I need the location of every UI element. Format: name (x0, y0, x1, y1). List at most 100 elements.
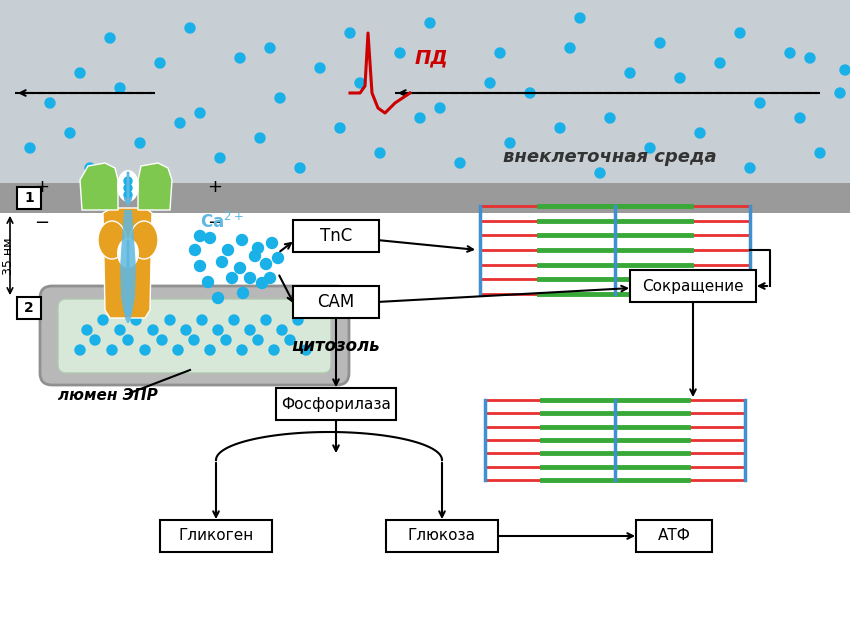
Circle shape (157, 335, 167, 345)
Circle shape (315, 63, 325, 73)
Circle shape (107, 345, 117, 355)
Circle shape (185, 23, 195, 33)
Text: ПД: ПД (415, 48, 449, 67)
Circle shape (695, 128, 705, 138)
Text: +: + (207, 178, 223, 196)
Circle shape (148, 325, 158, 335)
Circle shape (735, 28, 745, 38)
FancyBboxPatch shape (293, 286, 379, 318)
Circle shape (285, 335, 295, 345)
Circle shape (131, 315, 141, 325)
FancyBboxPatch shape (276, 388, 396, 420)
Circle shape (202, 276, 213, 288)
Circle shape (205, 345, 215, 355)
Text: люмен ЭПР: люмен ЭПР (58, 388, 158, 403)
Circle shape (213, 325, 223, 335)
Circle shape (75, 345, 85, 355)
Circle shape (715, 58, 725, 68)
Circle shape (785, 48, 795, 58)
FancyBboxPatch shape (636, 520, 712, 552)
Circle shape (255, 133, 265, 143)
Circle shape (505, 138, 515, 148)
Circle shape (135, 138, 145, 148)
Text: САМ: САМ (317, 293, 354, 311)
Circle shape (229, 315, 239, 325)
Circle shape (277, 325, 287, 335)
Circle shape (293, 315, 303, 325)
Text: цитозоль: цитозоль (292, 336, 380, 354)
Circle shape (265, 43, 275, 53)
Circle shape (565, 43, 575, 53)
Circle shape (595, 168, 605, 178)
Circle shape (395, 48, 405, 58)
Circle shape (124, 184, 132, 192)
Circle shape (105, 33, 115, 43)
Ellipse shape (117, 238, 139, 268)
Circle shape (485, 78, 495, 88)
Circle shape (237, 288, 248, 298)
Text: −: − (207, 214, 223, 232)
Circle shape (165, 315, 175, 325)
Text: Ca$^{2+}$: Ca$^{2+}$ (200, 212, 244, 232)
Circle shape (495, 48, 505, 58)
Circle shape (190, 244, 201, 256)
Polygon shape (80, 163, 118, 210)
Polygon shape (138, 163, 172, 210)
Polygon shape (103, 208, 152, 318)
Circle shape (525, 88, 535, 98)
Circle shape (435, 103, 445, 113)
Circle shape (226, 273, 237, 283)
Circle shape (85, 163, 95, 173)
Text: TnC: TnC (320, 227, 352, 245)
Ellipse shape (130, 221, 158, 259)
Circle shape (98, 315, 108, 325)
Circle shape (235, 53, 245, 63)
Text: Глюкоза: Глюкоза (408, 529, 476, 543)
Circle shape (65, 128, 75, 138)
Circle shape (575, 13, 585, 23)
Circle shape (25, 143, 35, 153)
Circle shape (115, 325, 125, 335)
Circle shape (355, 78, 365, 88)
Bar (0, 183, 850, 213)
Text: внеклеточная среда: внеклеточная среда (503, 148, 717, 166)
FancyBboxPatch shape (17, 297, 41, 319)
Circle shape (345, 28, 355, 38)
Circle shape (217, 256, 228, 268)
Circle shape (189, 335, 199, 345)
Circle shape (75, 68, 85, 78)
Circle shape (805, 53, 815, 63)
Circle shape (245, 273, 256, 283)
Circle shape (205, 232, 216, 244)
Text: 1: 1 (24, 191, 34, 205)
Text: Сокращение: Сокращение (643, 278, 744, 293)
Circle shape (250, 251, 260, 261)
FancyBboxPatch shape (160, 520, 272, 552)
Ellipse shape (98, 221, 126, 259)
Text: АТФ: АТФ (658, 529, 690, 543)
Circle shape (235, 263, 246, 274)
Circle shape (245, 325, 255, 335)
Circle shape (261, 315, 271, 325)
Bar (0, 0, 850, 198)
Text: Гликоген: Гликоген (178, 529, 253, 543)
Circle shape (221, 335, 231, 345)
Circle shape (301, 345, 311, 355)
Text: +: + (35, 178, 49, 196)
Text: 35 нм: 35 нм (2, 237, 15, 275)
Circle shape (140, 345, 150, 355)
FancyBboxPatch shape (386, 520, 498, 552)
FancyBboxPatch shape (293, 220, 379, 252)
Circle shape (90, 335, 100, 345)
Circle shape (275, 93, 285, 103)
FancyBboxPatch shape (58, 299, 331, 373)
Circle shape (269, 345, 279, 355)
Circle shape (197, 315, 207, 325)
Circle shape (425, 18, 435, 28)
Circle shape (267, 237, 277, 249)
Circle shape (123, 335, 133, 345)
Circle shape (175, 118, 185, 128)
Circle shape (840, 65, 850, 75)
Circle shape (273, 252, 284, 264)
Polygon shape (120, 210, 136, 323)
